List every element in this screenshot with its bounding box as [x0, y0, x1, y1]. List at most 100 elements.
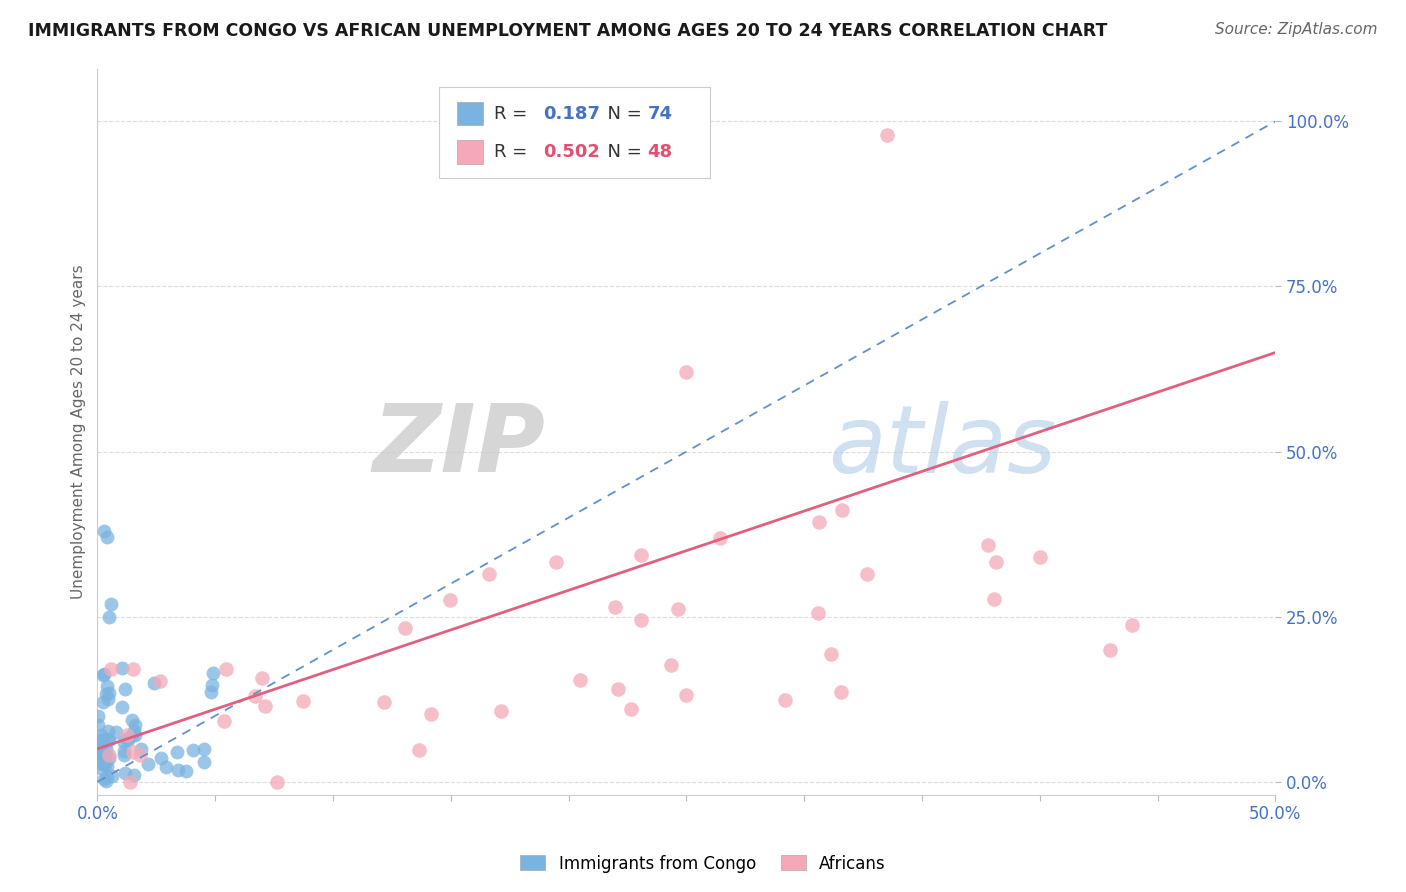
Point: [93, 524, 115, 538]
Point: [96, 679, 118, 693]
Point: [91, 752, 114, 766]
Point: [111, 699, 134, 714]
Point: [100, 662, 122, 676]
Point: [93, 733, 115, 747]
Point: [394, 621, 416, 635]
Point: [91, 749, 114, 764]
FancyBboxPatch shape: [457, 102, 482, 125]
Point: [98, 609, 121, 624]
Text: IMMIGRANTS FROM CONGO VS AFRICAN UNEMPLOYMENT AMONG AGES 20 TO 24 YEARS CORRELAT: IMMIGRANTS FROM CONGO VS AFRICAN UNEMPLO…: [28, 22, 1108, 40]
Point: [291, 694, 314, 708]
Point: [568, 673, 591, 687]
Point: [117, 731, 139, 745]
Point: [91, 695, 114, 709]
Point: [420, 706, 443, 721]
Text: R =: R =: [495, 104, 533, 122]
Point: [114, 681, 136, 696]
Point: [129, 741, 152, 756]
Point: [773, 693, 796, 707]
Point: [193, 741, 215, 756]
Point: [87, 709, 110, 723]
Point: [93, 749, 115, 764]
Point: [1099, 642, 1122, 657]
Point: [666, 602, 689, 616]
Point: [87, 718, 110, 732]
Point: [117, 733, 139, 747]
Point: [89, 728, 111, 742]
Point: [93, 749, 115, 764]
Point: [181, 742, 204, 756]
Point: [149, 674, 172, 689]
Point: [104, 725, 127, 739]
Point: [136, 756, 159, 771]
Text: 0.187: 0.187: [543, 104, 599, 122]
Point: [176, 764, 198, 779]
Point: [439, 593, 461, 607]
Point: [201, 666, 224, 681]
Legend: Immigrants from Congo, Africans: Immigrants from Congo, Africans: [513, 848, 893, 880]
Point: [478, 567, 501, 582]
Point: [150, 751, 173, 765]
Point: [408, 743, 430, 757]
Point: [155, 760, 177, 774]
Point: [115, 728, 138, 742]
Point: [200, 685, 222, 699]
FancyBboxPatch shape: [457, 140, 482, 164]
Point: [215, 662, 238, 676]
Point: [112, 735, 135, 749]
Point: [91, 667, 114, 681]
Point: [489, 704, 512, 718]
Point: [98, 751, 121, 765]
Point: [97, 724, 120, 739]
Point: [830, 684, 852, 698]
Point: [984, 555, 1007, 569]
Point: [91, 757, 114, 772]
Point: [114, 766, 136, 780]
Point: [630, 548, 652, 562]
Point: [91, 757, 114, 772]
Text: 0.502: 0.502: [543, 143, 599, 161]
Point: [97, 731, 120, 746]
Point: [122, 745, 145, 759]
Point: [86, 752, 108, 766]
Text: R =: R =: [495, 143, 533, 161]
Point: [118, 775, 141, 789]
Point: [166, 745, 188, 759]
Point: [807, 515, 830, 529]
Text: Source: ZipAtlas.com: Source: ZipAtlas.com: [1215, 22, 1378, 37]
Point: [807, 606, 830, 620]
Point: [607, 682, 630, 697]
Point: [97, 686, 120, 700]
Point: [87, 739, 110, 753]
Point: [90, 756, 112, 770]
Point: [831, 502, 853, 516]
Point: [112, 744, 135, 758]
Point: [94, 758, 117, 772]
Point: [122, 662, 145, 676]
Point: [659, 657, 682, 672]
FancyBboxPatch shape: [439, 87, 710, 178]
Point: [373, 695, 395, 709]
Point: [97, 733, 120, 747]
Point: [121, 713, 143, 727]
Point: [91, 731, 114, 746]
Point: [96, 759, 118, 773]
Point: [89, 752, 111, 766]
Point: [675, 365, 697, 379]
Point: [96, 687, 118, 701]
Point: [124, 728, 146, 742]
Point: [620, 702, 643, 716]
Point: [90, 737, 112, 751]
Point: [977, 538, 1000, 552]
Point: [96, 770, 118, 784]
Text: 48: 48: [648, 143, 672, 161]
Point: [121, 728, 143, 742]
Point: [983, 591, 1005, 606]
Text: 74: 74: [648, 104, 672, 122]
Point: [876, 128, 898, 142]
Point: [142, 675, 165, 690]
Point: [122, 724, 145, 739]
Point: [96, 531, 118, 545]
Text: N =: N =: [596, 104, 647, 122]
Point: [100, 597, 122, 611]
